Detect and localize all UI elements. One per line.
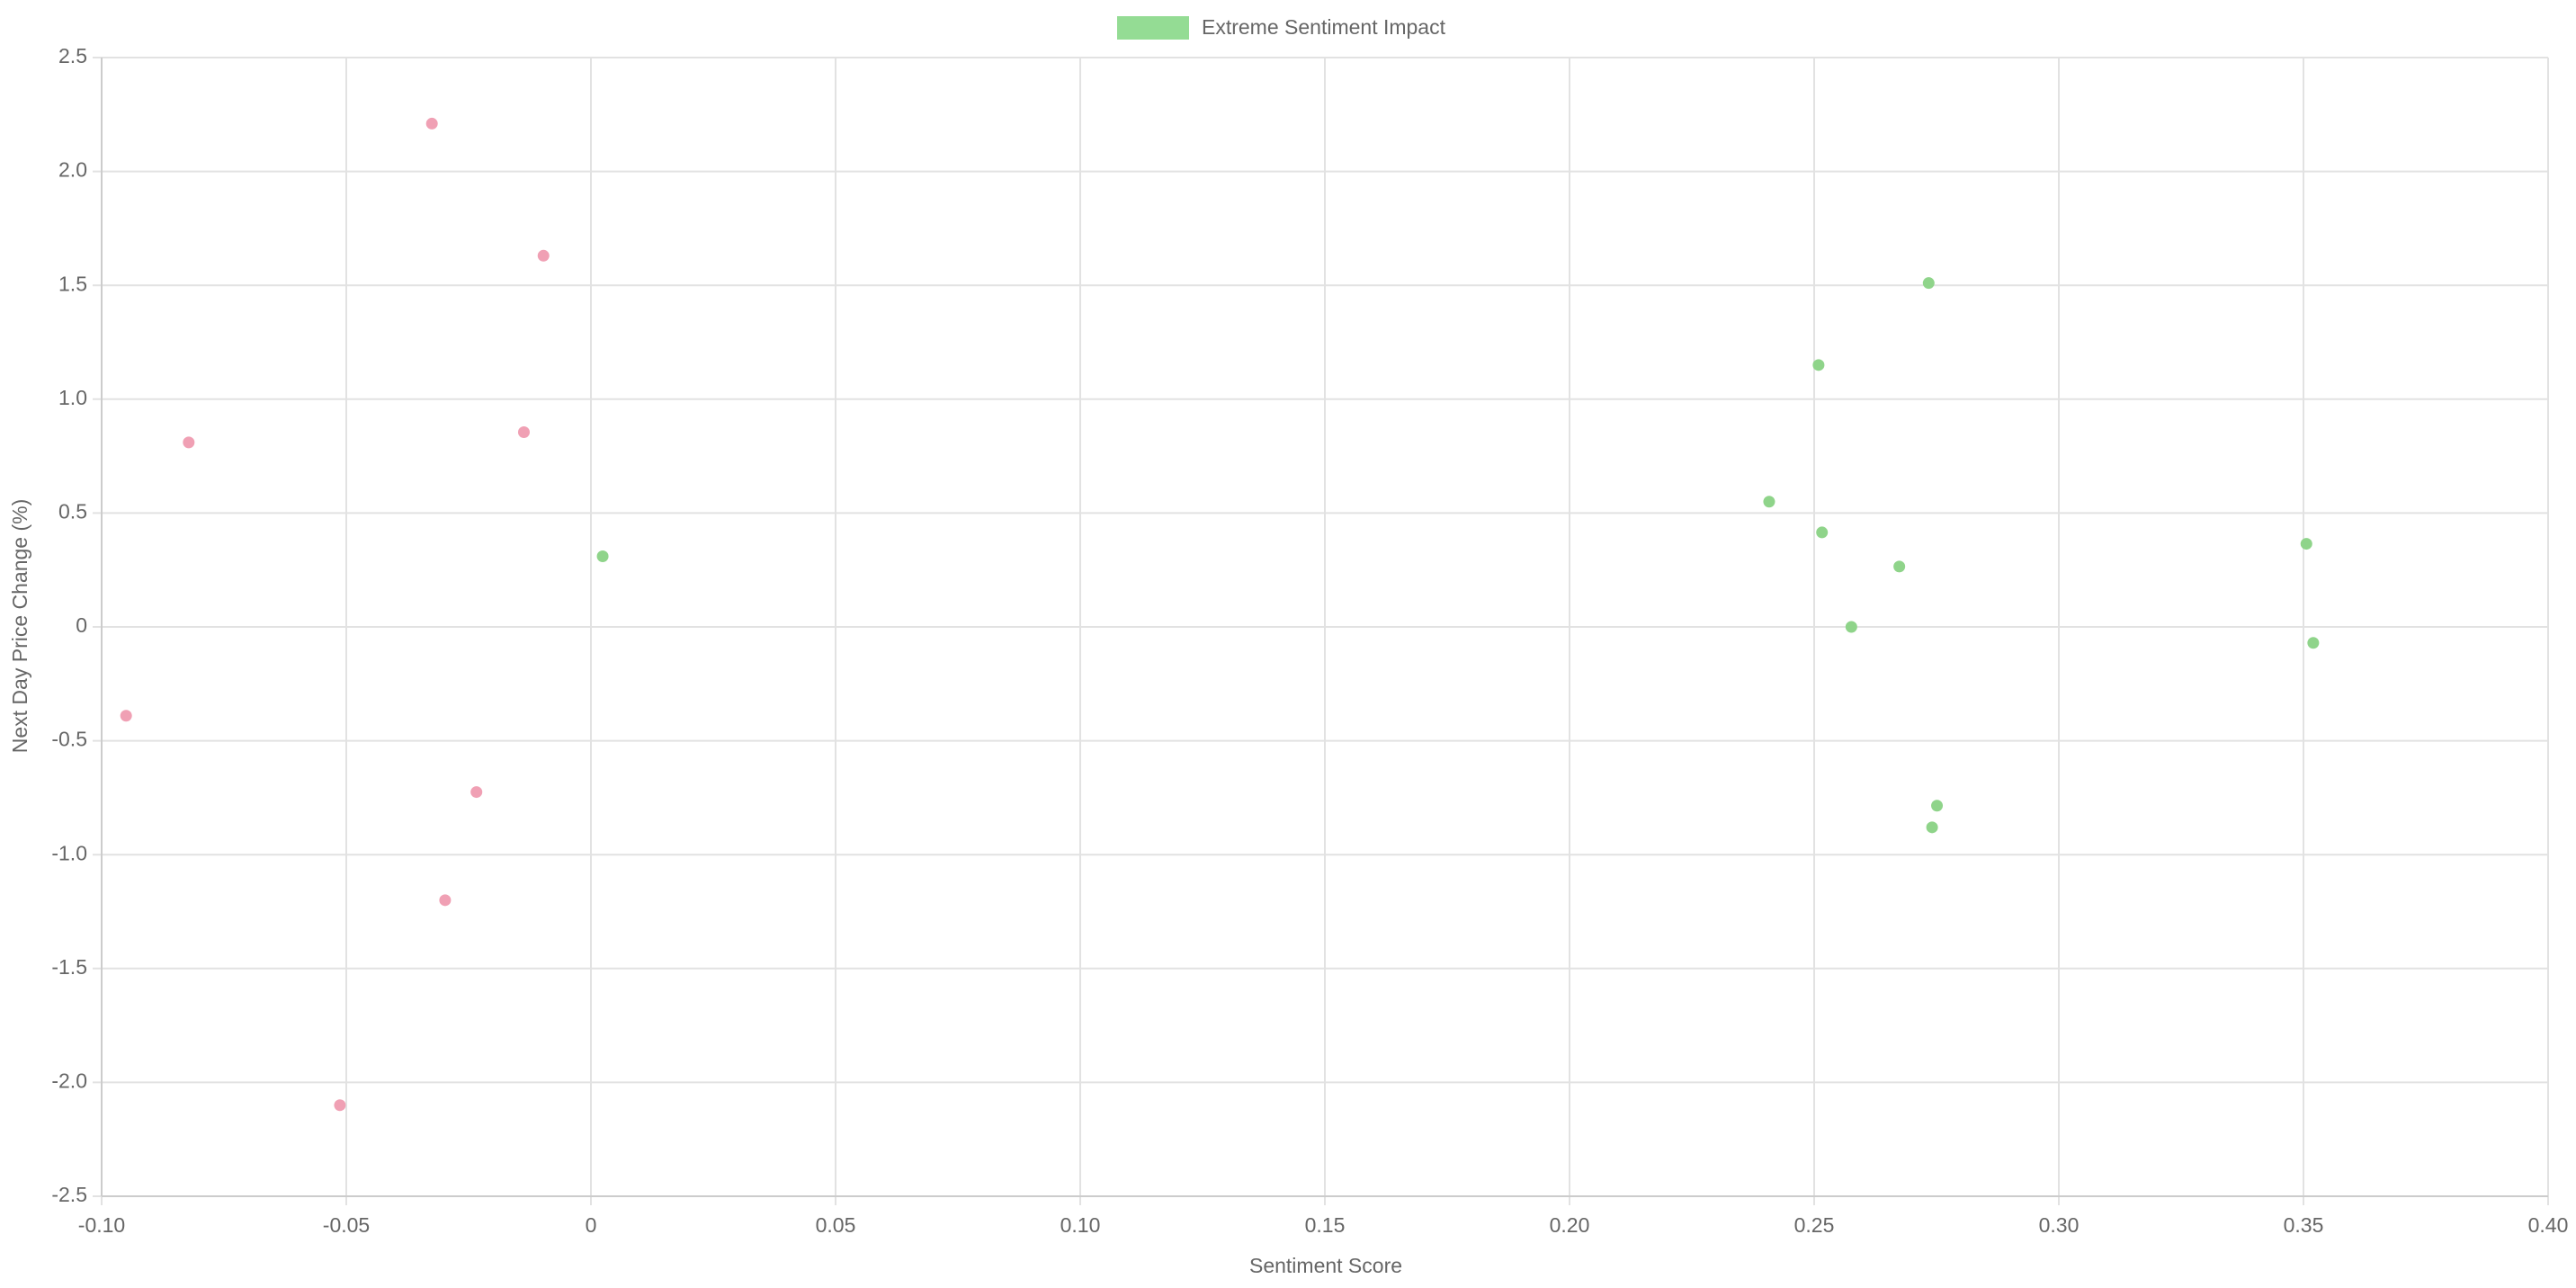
x-tick-label: 0.25 — [1794, 1213, 1835, 1237]
legend-label: Extreme Sentiment Impact — [1202, 15, 1446, 39]
y-axis-title: Next Day Price Change (%) — [8, 499, 31, 754]
x-tick-label: 0.05 — [816, 1213, 856, 1237]
scatter-point — [470, 786, 483, 799]
y-tick-label: 2.5 — [58, 44, 87, 67]
scatter-point — [2307, 637, 2320, 649]
scatter-point — [596, 550, 609, 563]
scatter-point — [1763, 496, 1775, 508]
x-tick-label: 0.35 — [2284, 1213, 2324, 1237]
x-tick-label: 0 — [586, 1213, 597, 1237]
scatter-point — [425, 117, 438, 130]
scatter-point — [1931, 800, 1944, 812]
scatter-point — [1893, 560, 1906, 573]
scatter-point — [517, 426, 530, 439]
x-tick-label: 0.40 — [2528, 1213, 2569, 1237]
x-tick-label: -0.05 — [323, 1213, 370, 1237]
x-tick-label: -0.10 — [78, 1213, 125, 1237]
scatter-point — [183, 436, 195, 449]
y-tick-label: -0.5 — [51, 728, 87, 751]
scatter-point — [1816, 526, 1829, 539]
y-tick-label: 1.5 — [58, 272, 87, 295]
scatter-point — [439, 894, 452, 907]
scatter-point — [1845, 621, 1857, 633]
x-axis-title: Sentiment Score — [1249, 1254, 1402, 1277]
scatter-point — [120, 710, 132, 722]
scatter-point — [537, 249, 550, 262]
scatter-point — [2300, 538, 2312, 550]
y-tick-label: 1.0 — [58, 386, 87, 409]
scatter-point — [1812, 359, 1825, 371]
y-tick-label: 0 — [76, 613, 87, 637]
y-tick-label: -2.0 — [51, 1069, 87, 1092]
x-tick-label: 0.10 — [1060, 1213, 1101, 1237]
y-tick-label: 0.5 — [58, 499, 87, 523]
x-tick-label: 0.20 — [1550, 1213, 1590, 1237]
y-tick-label: -2.5 — [51, 1183, 87, 1206]
y-tick-label: -1.0 — [51, 841, 87, 864]
x-tick-label: 0.15 — [1305, 1213, 1346, 1237]
x-tick-label: 0.30 — [2039, 1213, 2080, 1237]
y-tick-label: 2.0 — [58, 158, 87, 182]
legend-swatch — [1117, 16, 1189, 40]
scatter-point — [1922, 277, 1935, 290]
scatter-point — [1926, 821, 1938, 834]
y-tick-label: -1.5 — [51, 955, 87, 979]
scatter-point — [334, 1099, 346, 1112]
